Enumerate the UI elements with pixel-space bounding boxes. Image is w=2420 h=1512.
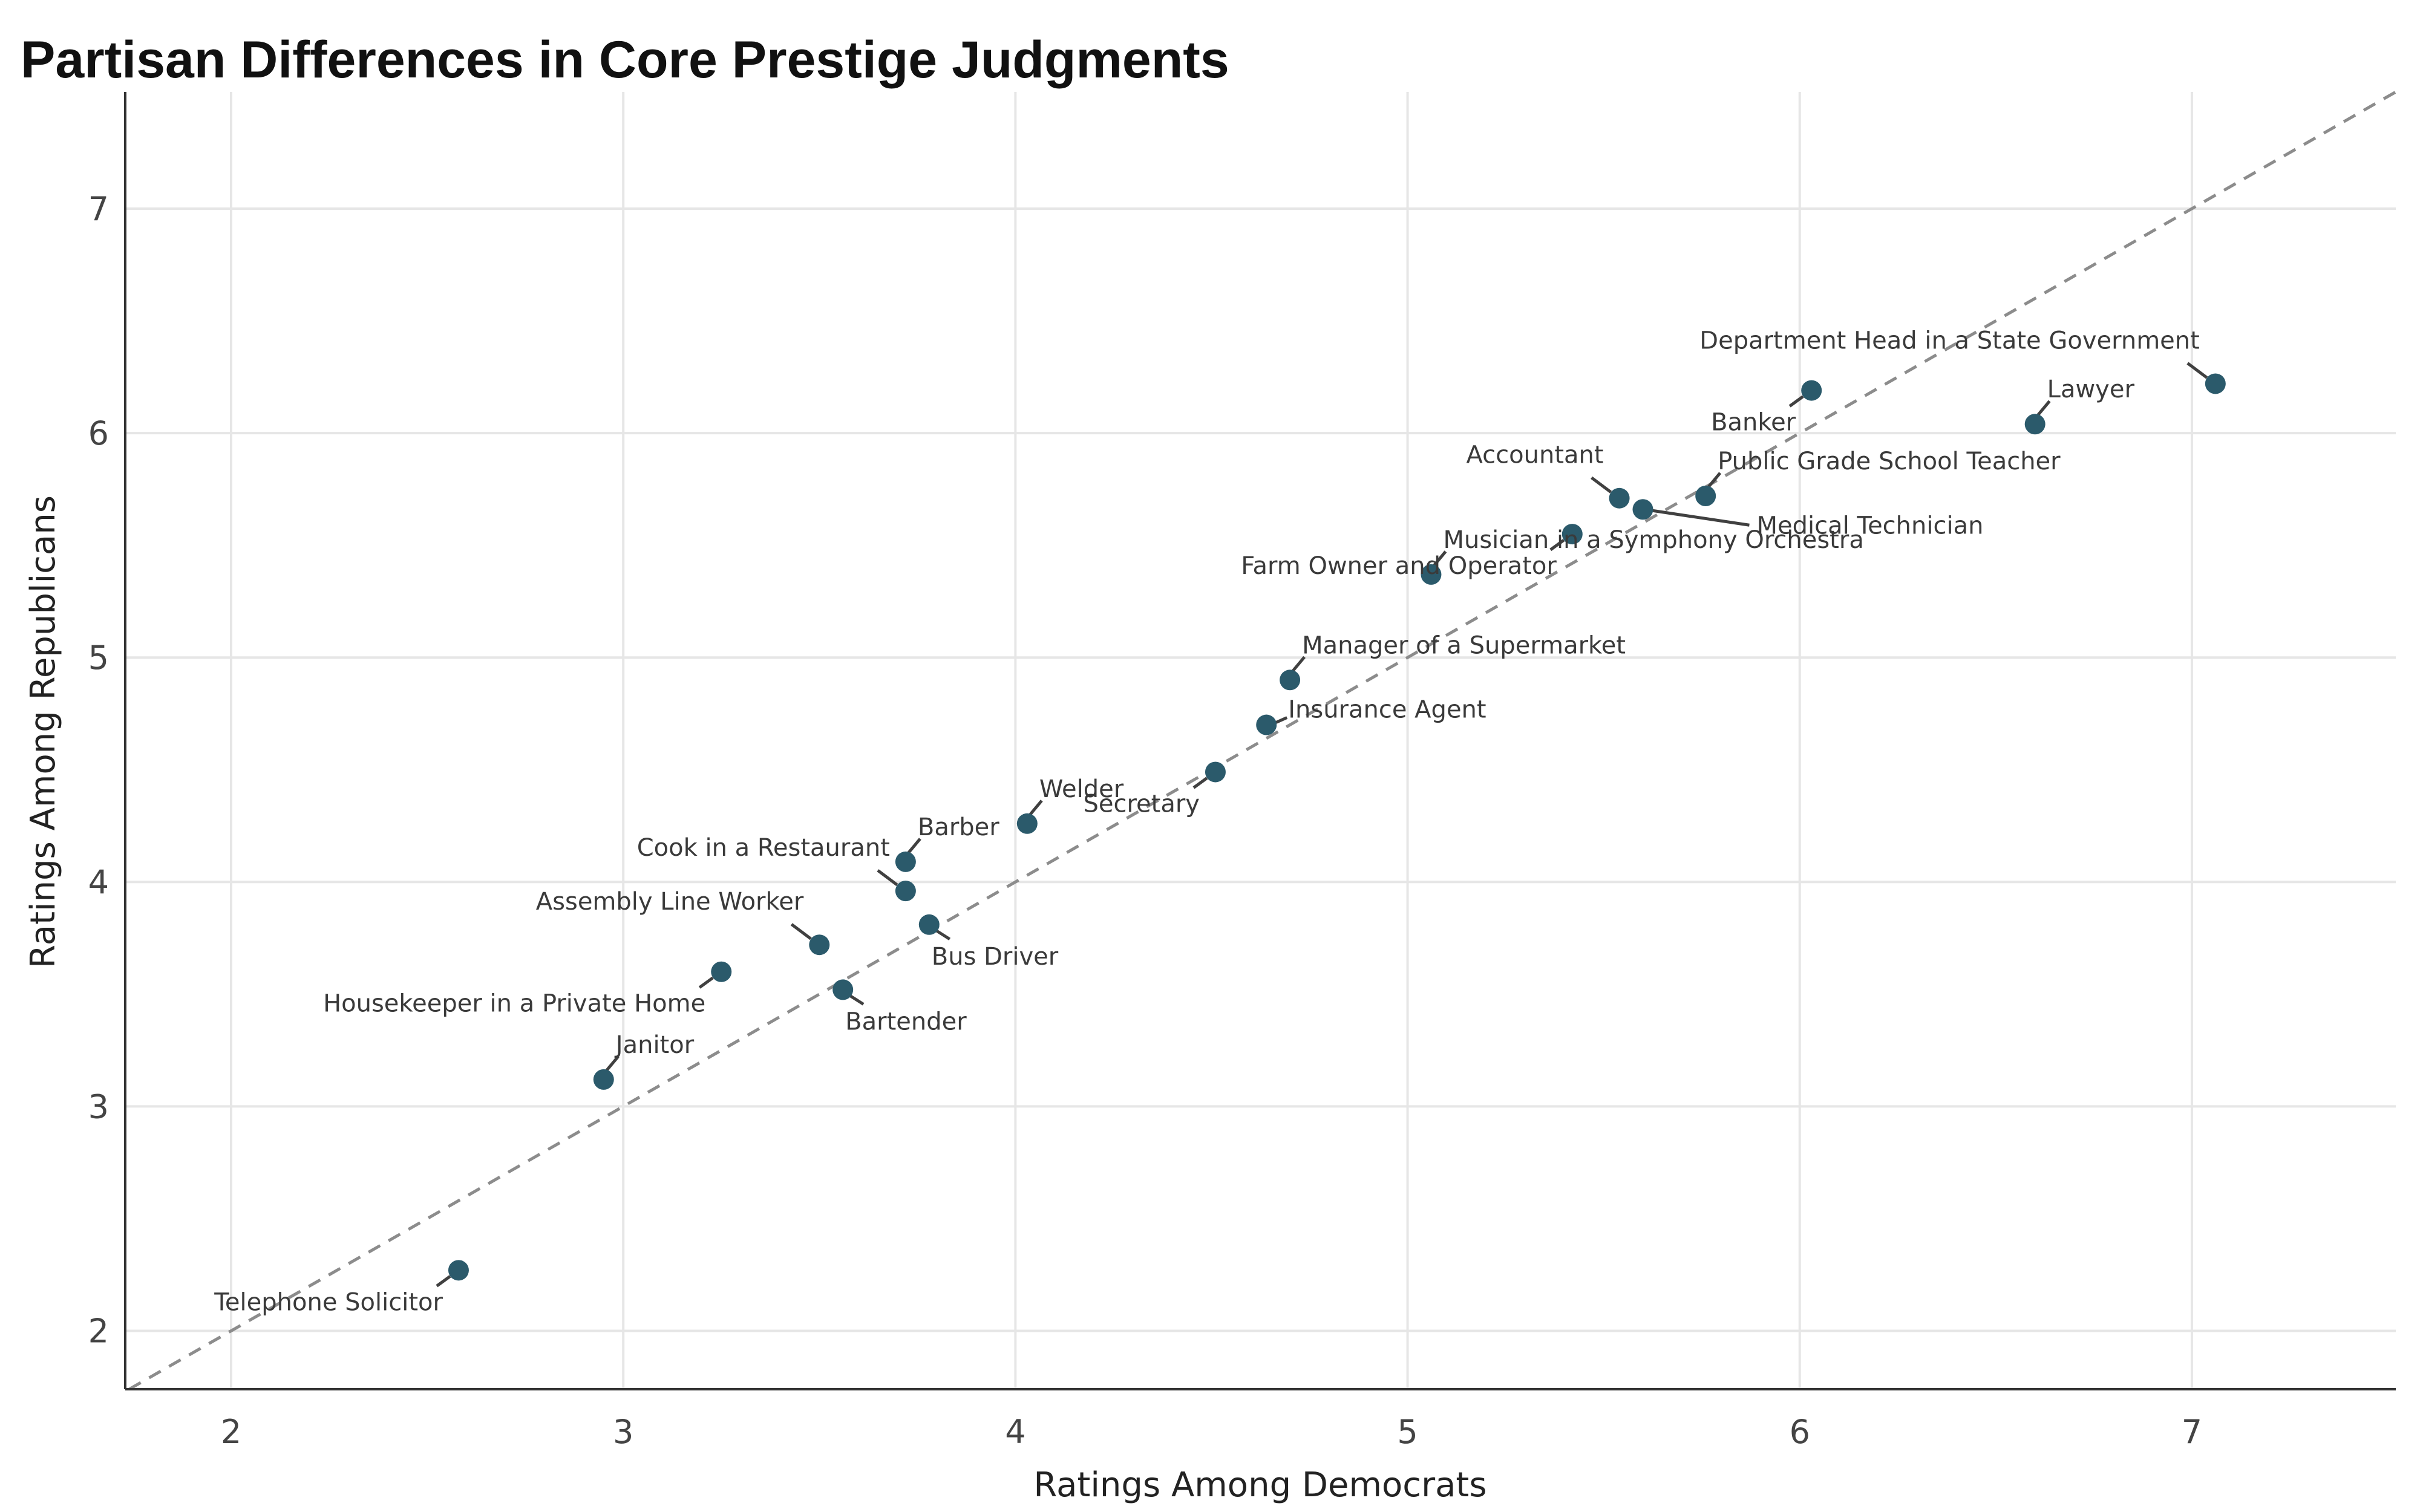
- data-point: [1632, 499, 1653, 520]
- x-tick-label: 3: [613, 1413, 633, 1451]
- label-leader-line: [698, 976, 714, 989]
- point-label: Public Grade School Teacher: [1718, 448, 2061, 475]
- data-point: [448, 1260, 469, 1281]
- x-tick-label: 6: [1790, 1413, 1810, 1451]
- point-label: Telephone Solicitor: [214, 1288, 443, 1316]
- point-label: Banker: [1711, 409, 1796, 437]
- data-point: [809, 934, 830, 956]
- point-label: Department Head in a State Government: [1699, 327, 2200, 354]
- data-point: [1016, 813, 1038, 834]
- point-label: Lawyer: [2047, 376, 2135, 403]
- point-label: Bus Driver: [932, 943, 1059, 971]
- data-point: [895, 881, 916, 902]
- label-leader-line: [1192, 777, 1208, 789]
- point-label: Janitor: [614, 1031, 695, 1059]
- y-axis-title: Ratings Among Republicans: [24, 495, 63, 968]
- data-point: [1609, 487, 1630, 509]
- data-point: [1562, 524, 1583, 545]
- data-point: [1801, 380, 1822, 401]
- label-leader-line: [1549, 539, 1565, 552]
- data-point: [2205, 373, 2226, 394]
- label-leader-line: [935, 929, 951, 940]
- tick-labels: 2 3 4 5 6 7 2 3 4 5 6 7: [88, 190, 2202, 1451]
- y-tick-label: 2: [88, 1312, 109, 1351]
- reference-line: [128, 90, 2397, 1391]
- label-leader-line: [906, 838, 921, 855]
- axes: [124, 92, 2396, 1390]
- y-tick-label: 5: [88, 639, 109, 677]
- point-label: Medical Technician: [1756, 512, 1983, 539]
- label-leader-line: [1707, 472, 1722, 489]
- data-points: [448, 373, 2226, 1281]
- data-point: [711, 961, 732, 982]
- label-leader-line: [790, 923, 812, 940]
- data-point: [1695, 485, 1716, 506]
- data-point: [1280, 670, 1301, 691]
- y-tick-label: 3: [88, 1087, 109, 1126]
- y-tick-label: 4: [88, 863, 109, 901]
- point-labels: Department Head in a State Government Law…: [214, 327, 2200, 1316]
- label-leader-line: [2036, 400, 2051, 417]
- data-point: [1256, 714, 1277, 735]
- label-leader-line: [849, 994, 865, 1006]
- point-label: Housekeeper in a Private Home: [323, 990, 705, 1018]
- label-leader-line: [877, 869, 898, 887]
- plot-area: Department Head in a State Government Law…: [124, 90, 2397, 1391]
- point-label: Cook in a Restaurant: [637, 834, 890, 862]
- data-point: [918, 914, 940, 935]
- label-leader-line: [1291, 656, 1306, 673]
- chart-title: Partisan Differences in Core Prestige Ju…: [21, 31, 1229, 89]
- point-label: Farm Owner and Operator: [1241, 552, 1557, 580]
- reference-line-layer: [128, 90, 2397, 1391]
- data-point: [1421, 564, 1442, 585]
- data-point: [1205, 761, 1226, 783]
- point-label: Welder: [1039, 775, 1124, 803]
- y-tick-label: 6: [88, 414, 109, 452]
- label-leader-line: [436, 1275, 451, 1288]
- label-leader-line: [1591, 476, 1612, 494]
- x-tick-label: 7: [2182, 1413, 2202, 1451]
- label-leader-line: [2186, 362, 2208, 379]
- label-leaders: [436, 362, 2208, 1288]
- gridlines: [125, 92, 2396, 1389]
- label-leader-line: [1275, 716, 1288, 724]
- x-axis-title: Ratings Among Democrats: [1033, 1465, 1486, 1505]
- label-leader-line: [1788, 395, 1804, 408]
- label-leader-line: [604, 1055, 620, 1072]
- x-tick-label: 4: [1005, 1413, 1025, 1451]
- x-tick-label: 5: [1397, 1413, 1418, 1451]
- point-label: Secretary: [1083, 790, 1199, 818]
- point-label: Insurance Agent: [1288, 696, 1486, 724]
- point-label: Barber: [918, 813, 999, 841]
- data-point: [2024, 414, 2046, 435]
- point-label: Bartender: [845, 1008, 967, 1035]
- label-leader-line: [1028, 800, 1043, 816]
- label-leader-line: [1652, 509, 1750, 527]
- label-leader-line: [1432, 550, 1447, 567]
- y-tick-label: 7: [88, 190, 109, 228]
- x-tick-label: 2: [221, 1413, 241, 1451]
- point-label: Assembly Line Worker: [536, 888, 804, 916]
- point-label: Musician in a Symphony Orchestra: [1443, 526, 1863, 554]
- data-point: [895, 851, 916, 872]
- data-point: [832, 979, 854, 1000]
- point-label: Manager of a Supermarket: [1302, 631, 1626, 659]
- point-label: Accountant: [1467, 442, 1604, 469]
- data-point: [593, 1069, 614, 1090]
